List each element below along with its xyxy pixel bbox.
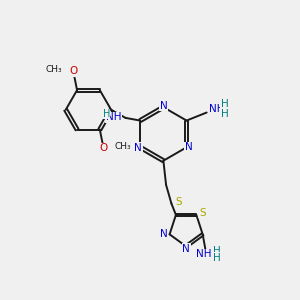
Text: N: N	[160, 100, 167, 111]
Text: S: S	[176, 197, 182, 207]
Text: N: N	[160, 229, 167, 239]
Text: CH₃: CH₃	[115, 142, 131, 151]
Text: NH: NH	[196, 249, 212, 260]
Text: N: N	[185, 142, 193, 152]
Text: H: H	[103, 109, 110, 119]
Text: H: H	[221, 99, 229, 109]
Text: O: O	[100, 143, 108, 153]
Text: H: H	[213, 246, 220, 256]
Text: NH: NH	[106, 112, 122, 122]
Text: N: N	[134, 143, 142, 153]
Text: N: N	[182, 244, 190, 254]
Text: NH: NH	[209, 104, 225, 114]
Text: O: O	[69, 66, 77, 76]
Text: S: S	[199, 208, 206, 218]
Text: H: H	[221, 109, 229, 119]
Text: CH₃: CH₃	[46, 65, 62, 74]
Text: H: H	[213, 253, 220, 262]
